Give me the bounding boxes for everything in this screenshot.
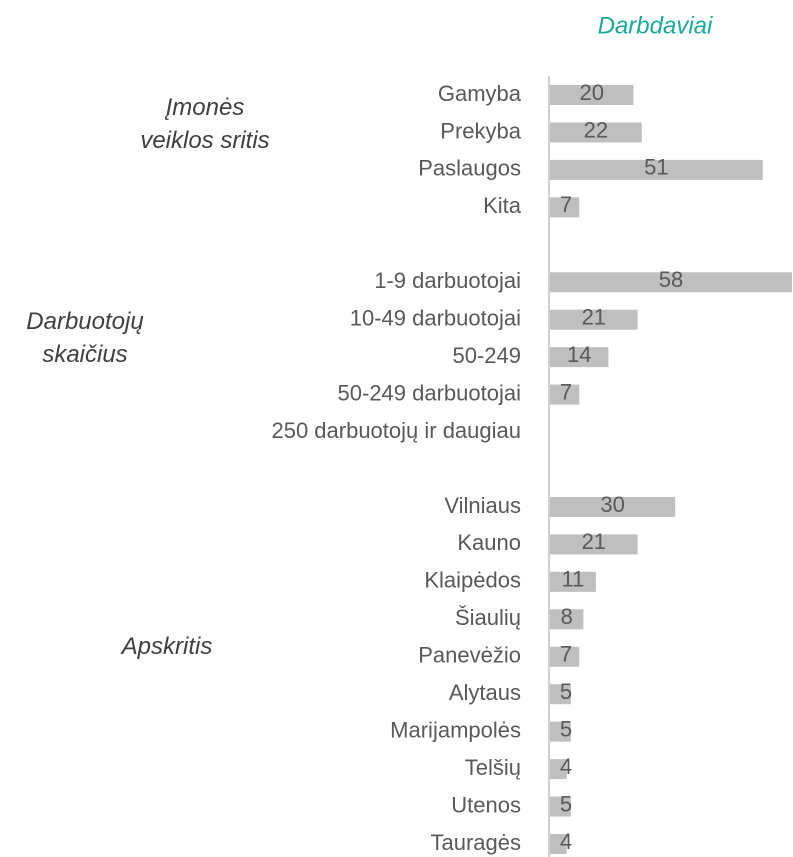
value-label: 14 (567, 342, 591, 367)
category-label: Kauno (457, 530, 521, 555)
bar (550, 646, 580, 667)
bar (550, 85, 634, 105)
value-label: 7 (560, 642, 572, 667)
category-label: Utenos (451, 792, 521, 817)
category-label: Panevėžio (418, 643, 521, 668)
value-label: 58 (659, 267, 683, 292)
bar (550, 159, 763, 180)
bar (550, 721, 571, 742)
value-label: 7 (560, 379, 572, 404)
category-label: Kita (483, 193, 522, 218)
bar (550, 796, 571, 817)
value-label: 21 (582, 529, 606, 554)
value-label: 22 (584, 117, 608, 142)
value-label: 7 (560, 192, 572, 217)
bar (550, 759, 567, 780)
category-label: 1-9 darbuotojai (374, 268, 521, 293)
category-label: Tauragės (430, 830, 521, 855)
group-label: Įmonės (165, 94, 245, 121)
bar (550, 347, 609, 368)
bar (550, 384, 580, 405)
category-label: Vilniaus (444, 493, 521, 518)
category-label: Klaipėdos (424, 568, 521, 593)
value-label: 20 (579, 80, 603, 105)
bar (550, 534, 638, 555)
value-label: 11 (562, 567, 585, 592)
bar (550, 272, 792, 293)
bar (550, 496, 676, 517)
value-label: 4 (560, 829, 572, 854)
group-label: skaičius (42, 341, 127, 368)
chart-title: Darbdaviai (598, 12, 713, 39)
bar (550, 122, 642, 143)
value-label: 5 (560, 791, 572, 816)
category-label: Šiaulių (455, 605, 521, 630)
category-label: 50-249 (452, 343, 521, 368)
bar (550, 309, 638, 330)
value-label: 8 (561, 604, 573, 629)
group-label: veiklos sritis (140, 127, 269, 154)
category-label: Marijampolės (390, 717, 521, 742)
category-label: Prekyba (440, 118, 521, 143)
bar (550, 834, 567, 854)
group-label: Apskritis (120, 633, 213, 660)
value-label: 30 (600, 492, 624, 517)
bar (550, 609, 584, 630)
category-label: Alytaus (449, 680, 521, 705)
bar (550, 684, 571, 705)
value-label: 21 (582, 305, 606, 330)
category-label: Gamyba (438, 81, 522, 106)
category-label: 50-249 darbuotojai (338, 380, 521, 405)
value-label: 51 (644, 155, 668, 180)
value-label: 5 (560, 716, 572, 741)
bar (550, 571, 596, 592)
bar (550, 197, 580, 218)
group-label: Darbuotojų (26, 308, 143, 335)
category-label: 10-49 darbuotojai (350, 306, 521, 331)
category-label: 250 darbuotojų ir daugiau (271, 418, 521, 443)
category-label: Telšių (465, 755, 521, 780)
value-label: 5 (560, 679, 572, 704)
category-label: Paslaugos (418, 156, 521, 181)
value-label: 4 (560, 754, 572, 779)
